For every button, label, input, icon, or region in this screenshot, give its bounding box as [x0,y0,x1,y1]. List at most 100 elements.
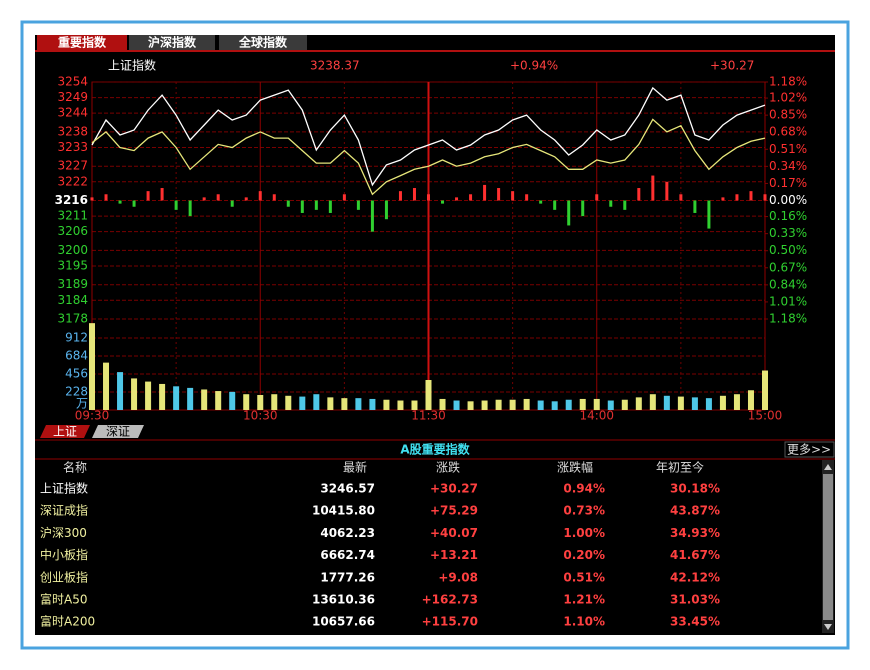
y-tick-label: 3178 [57,312,88,326]
momentum-bar [469,194,473,201]
index-name[interactable]: 创业板指 [40,569,88,584]
more-button[interactable] [784,441,835,458]
column-header: 最新 [343,460,367,475]
y-tick-label: 3227 [57,159,88,173]
volume-bar [733,394,740,410]
y-tick-label: 3206 [57,224,88,238]
cell: 30.18% [670,482,720,496]
y2-tick-label: 1.18% [769,75,807,89]
volume-bar [285,395,292,410]
momentum-bar [581,200,585,217]
index-name[interactable]: 深证成指 [40,503,88,518]
momentum-bar [132,200,136,207]
momentum-bar [497,188,501,201]
index-name[interactable]: 富时A200 [40,614,95,629]
volume-bar [495,399,502,410]
cell: +75.29 [430,504,478,518]
cell: 31.03% [670,593,720,607]
cell: 33.45% [670,615,720,629]
momentum-bar [216,194,220,201]
volume-bar [677,396,684,410]
y2-tick-label: 0.68% [769,125,807,139]
volume-bar [593,398,600,410]
tab[interactable] [129,35,215,50]
index-name[interactable]: 中小板指 [40,547,88,562]
scroll-down[interactable] [824,624,832,630]
momentum-bar [427,194,430,201]
momentum-bar [356,200,360,210]
momentum-bar [328,200,332,213]
momentum-bar [665,181,669,201]
volume-bar [313,394,320,410]
tab-label[interactable]: 全球指数 [238,35,288,50]
y-tick-label: 3233 [57,140,88,154]
volume-bar [397,400,404,410]
tab[interactable] [219,35,307,50]
volume-bar [89,323,95,410]
y2-tick-label: 0.33% [769,226,807,240]
cell: 41.67% [670,548,720,562]
price-line [91,118,766,196]
momentum-bar [314,200,318,210]
index-name[interactable]: 上证指数 [40,481,88,496]
volume-bar [215,391,222,410]
market-tab-label[interactable]: 深证 [106,425,130,439]
volume-bar [173,386,180,410]
momentum-bar [370,200,374,232]
y-tick-label: 3211 [57,209,88,223]
momentum-bar [749,191,753,201]
cell: 1777.26 [320,570,375,584]
market-tab-label[interactable]: 上证 [53,425,77,439]
momentum-bar [384,200,388,220]
volume-bar [523,398,530,410]
momentum-bar [763,194,767,201]
volume-bar [607,400,614,410]
tab-label[interactable]: 重要指数 [58,35,107,50]
momentum-bar [595,194,599,201]
market-tab[interactable] [92,425,144,438]
momentum-bar [721,197,725,201]
tab[interactable] [37,35,127,50]
volume-bar [131,378,138,410]
x-tick-label: 09:30 [75,409,110,423]
momentum-bar [412,188,416,201]
scrollbar-thumb[interactable] [823,474,833,620]
y2-tick-label: 0.00% [769,193,807,207]
volume-bar [663,395,670,410]
market-tab[interactable] [40,425,90,438]
tab-label[interactable]: 沪深指数 [148,35,197,50]
momentum-bar [609,200,613,207]
index-name[interactable]: 沪深300 [40,526,87,540]
momentum-bar [623,200,627,210]
momentum-bar [300,200,304,213]
volume-bar [453,400,460,410]
momentum-bar [707,200,711,229]
volume-bar [509,399,516,410]
index-name[interactable]: 富时A50 [40,592,87,607]
y-tick-label: 3195 [57,258,88,272]
cell: 1.00% [563,526,605,540]
y-tick-label: 3244 [57,106,88,120]
cell: 34.93% [670,526,720,540]
cell: 6662.74 [320,548,375,562]
volume-bar [341,398,348,410]
momentum-bar [104,194,108,201]
x-tick-label: 14:00 [579,409,614,423]
cell: +30.27 [430,482,478,496]
momentum-bar [651,175,655,201]
momentum-bar [553,200,557,210]
volume-tick-label: 912 [65,331,88,345]
more-link[interactable]: 更多>> [787,443,831,457]
momentum-bar [286,200,290,207]
volume-bar [145,381,152,410]
y2-tick-label: 0.67% [769,260,807,274]
quote-change: +30.27 [710,59,754,73]
volume-bar [551,401,558,410]
volume-bar [103,362,110,410]
volume-bar [439,398,446,410]
scroll-up[interactable] [824,464,832,470]
momentum-bar [188,200,192,217]
y2-tick-label: 0.51% [769,142,807,156]
y-tick-label: 3216 [55,193,88,207]
y-tick-label: 3184 [57,293,88,307]
